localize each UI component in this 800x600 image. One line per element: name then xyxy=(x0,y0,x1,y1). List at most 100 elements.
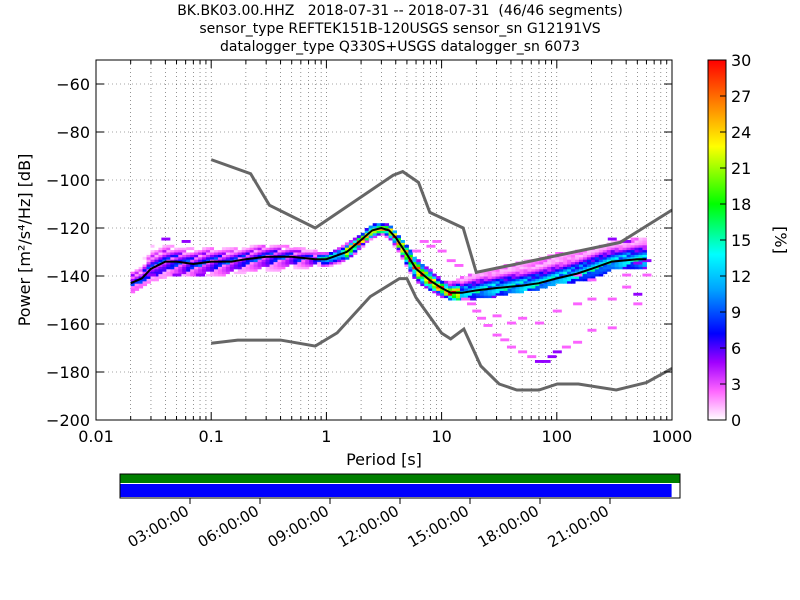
ppsd-cell xyxy=(412,276,417,279)
ppsd-cell xyxy=(606,264,612,267)
ppsd-cell xyxy=(396,247,401,251)
ppsd-cell xyxy=(249,254,255,258)
ppsd-cell xyxy=(396,235,401,239)
ppsd-cell xyxy=(249,268,255,272)
ppsd-cell xyxy=(495,271,501,275)
ppsd-cell xyxy=(487,285,493,289)
ppsd-cell xyxy=(396,249,401,253)
ppsd-outlier-cell xyxy=(622,273,632,277)
ppsd-cell xyxy=(499,278,505,282)
ppsd-cell xyxy=(535,288,540,291)
ppsd-cell xyxy=(237,261,243,265)
ppsd-cell xyxy=(237,266,243,270)
ppsd-cell xyxy=(186,264,191,267)
ppsd-cell xyxy=(531,271,536,275)
ppsd-cell xyxy=(622,266,628,270)
ppsd-cell xyxy=(213,252,219,255)
ppsd-cell xyxy=(543,273,548,277)
ppsd-cell xyxy=(487,278,493,282)
ppsd-cell xyxy=(198,252,203,255)
ppsd-cell xyxy=(507,266,513,270)
ppsd-cell xyxy=(182,266,187,270)
ppsd-cell xyxy=(586,264,592,267)
ppsd-cell xyxy=(166,247,171,251)
ppsd-cell xyxy=(265,264,271,267)
ppsd-cell xyxy=(194,271,199,275)
ppsd-cell xyxy=(217,254,223,258)
ppsd-cell xyxy=(289,247,294,251)
ppsd-cell xyxy=(527,285,532,289)
ppsd-cell xyxy=(213,256,219,260)
ppsd-cell xyxy=(452,288,457,291)
ppsd-cell xyxy=(606,268,612,272)
ppsd-cell xyxy=(638,249,643,253)
ppsd-cell xyxy=(507,268,513,272)
ppsd-cell xyxy=(630,247,636,251)
ppsd-cell xyxy=(459,283,465,287)
ppsd-cell xyxy=(503,283,509,287)
ppsd-cell xyxy=(194,252,199,255)
ppsd-cell xyxy=(590,276,596,279)
ppsd-cell xyxy=(463,283,469,287)
ppsd-cell xyxy=(241,266,247,270)
ppsd-cell xyxy=(257,247,263,251)
ppsd-cell xyxy=(606,249,612,253)
ppsd-cell xyxy=(440,283,445,287)
ppsd-outlier-cell xyxy=(161,237,171,241)
ppsd-cell xyxy=(543,261,548,265)
ppsd-cell xyxy=(428,273,433,277)
ppsd-cell xyxy=(420,268,425,272)
ppsd-cell xyxy=(317,264,322,267)
ppsd-cell xyxy=(317,261,322,265)
ppsd-cell xyxy=(225,273,231,277)
ppsd-cell xyxy=(479,295,485,299)
ppsd-cell xyxy=(563,266,568,270)
ppsd-cell xyxy=(400,252,405,255)
ppsd-cell xyxy=(162,266,167,270)
ppsd-cell xyxy=(285,259,290,263)
ppsd-cell xyxy=(527,273,532,277)
ppsd-cell xyxy=(563,271,568,275)
ppsd-cell xyxy=(225,256,231,260)
ppsd-cell xyxy=(551,276,556,279)
ppsd-cell xyxy=(618,264,624,267)
colorbar-tick-label: 27 xyxy=(731,87,751,106)
ppsd-cell xyxy=(162,244,167,248)
ppsd-cell xyxy=(590,256,596,260)
colorbar-tick-label: 24 xyxy=(731,123,751,142)
ppsd-outlier-cell xyxy=(573,302,583,306)
ppsd-cell xyxy=(190,268,195,272)
ppsd-cell xyxy=(158,252,163,255)
ppsd-cell xyxy=(519,268,524,272)
ppsd-cell xyxy=(594,256,600,260)
ppsd-cell xyxy=(463,276,469,279)
colorbar-tick-label: 3 xyxy=(731,375,741,394)
ppsd-cell xyxy=(142,268,148,272)
ppsd-cell xyxy=(186,271,191,275)
ppsd-cell xyxy=(539,261,544,265)
ppsd-cell xyxy=(543,271,548,275)
y-tick-label: −180 xyxy=(46,363,90,382)
ppsd-cell xyxy=(630,259,636,263)
ppsd-cell xyxy=(154,254,159,258)
ppsd-cell xyxy=(471,276,477,279)
ppsd-cell xyxy=(225,254,231,258)
ppsd-cell xyxy=(273,244,278,248)
ppsd-cell xyxy=(158,264,163,267)
ppsd-cell xyxy=(336,254,342,258)
ppsd-cell xyxy=(582,266,588,270)
ppsd-cell xyxy=(408,261,413,265)
ppsd-cell xyxy=(416,259,421,263)
ppsd-cell xyxy=(590,273,596,277)
ppsd-cell xyxy=(567,264,572,267)
ppsd-cell xyxy=(281,266,286,270)
ppsd-cell xyxy=(555,271,560,275)
y-tick-label: −140 xyxy=(46,267,90,286)
ppsd-outlier-cell xyxy=(518,316,528,320)
ppsd-cell xyxy=(182,254,187,258)
ppsd-cell xyxy=(190,273,195,277)
ppsd-cell xyxy=(448,280,453,284)
ppsd-cell xyxy=(471,280,477,284)
ppsd-cell xyxy=(245,261,251,265)
ppsd-cell xyxy=(289,264,294,267)
